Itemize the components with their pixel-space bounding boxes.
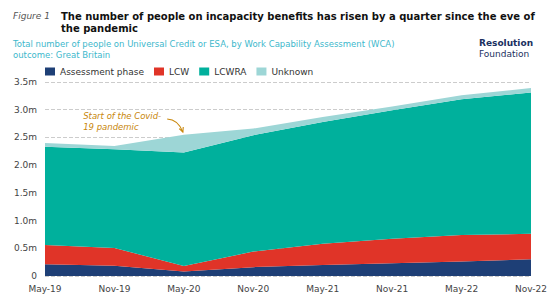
svg-text:May-22: May-22: [445, 284, 478, 294]
svg-text:May-19: May-19: [28, 284, 61, 294]
svg-text:outcome: Great Britain: outcome: Great Britain: [13, 50, 110, 60]
svg-text:May-20: May-20: [167, 284, 200, 294]
svg-text:The number of people on incapa: The number of people on incapacity benef…: [61, 11, 538, 22]
svg-text:3.5m: 3.5m: [14, 77, 37, 87]
svg-text:Unknown: Unknown: [271, 67, 313, 77]
svg-text:Nov-20: Nov-20: [237, 284, 269, 294]
svg-text:0: 0: [31, 271, 37, 281]
svg-text:Nov-19: Nov-19: [98, 284, 130, 294]
svg-text:Assessment phase: Assessment phase: [60, 67, 144, 77]
svg-text:LCWRA: LCWRA: [214, 67, 247, 77]
svg-text:19 pandemic: 19 pandemic: [83, 122, 139, 132]
svg-text:Figure 1: Figure 1: [13, 11, 50, 21]
svg-text:1.5m: 1.5m: [14, 188, 37, 198]
svg-text:May-21: May-21: [306, 284, 339, 294]
svg-text:Nov-21: Nov-21: [376, 284, 408, 294]
svg-text:3.0m: 3.0m: [14, 105, 37, 115]
svg-text:Total number of people on Univ: Total number of people on Universal Cred…: [12, 39, 394, 49]
svg-text:1.0m: 1.0m: [14, 216, 37, 226]
svg-text:the pandemic: the pandemic: [61, 23, 138, 34]
svg-text:Start of the Covid-: Start of the Covid-: [83, 111, 161, 121]
svg-text:0.5m: 0.5m: [14, 243, 37, 253]
svg-text:2.0m: 2.0m: [14, 160, 37, 170]
svg-text:Nov-22: Nov-22: [515, 284, 547, 294]
svg-text:LCW: LCW: [169, 67, 189, 77]
svg-text:Foundation: Foundation: [479, 49, 529, 59]
svg-text:2.5m: 2.5m: [14, 132, 37, 142]
svg-text:Resolution: Resolution: [479, 38, 533, 48]
